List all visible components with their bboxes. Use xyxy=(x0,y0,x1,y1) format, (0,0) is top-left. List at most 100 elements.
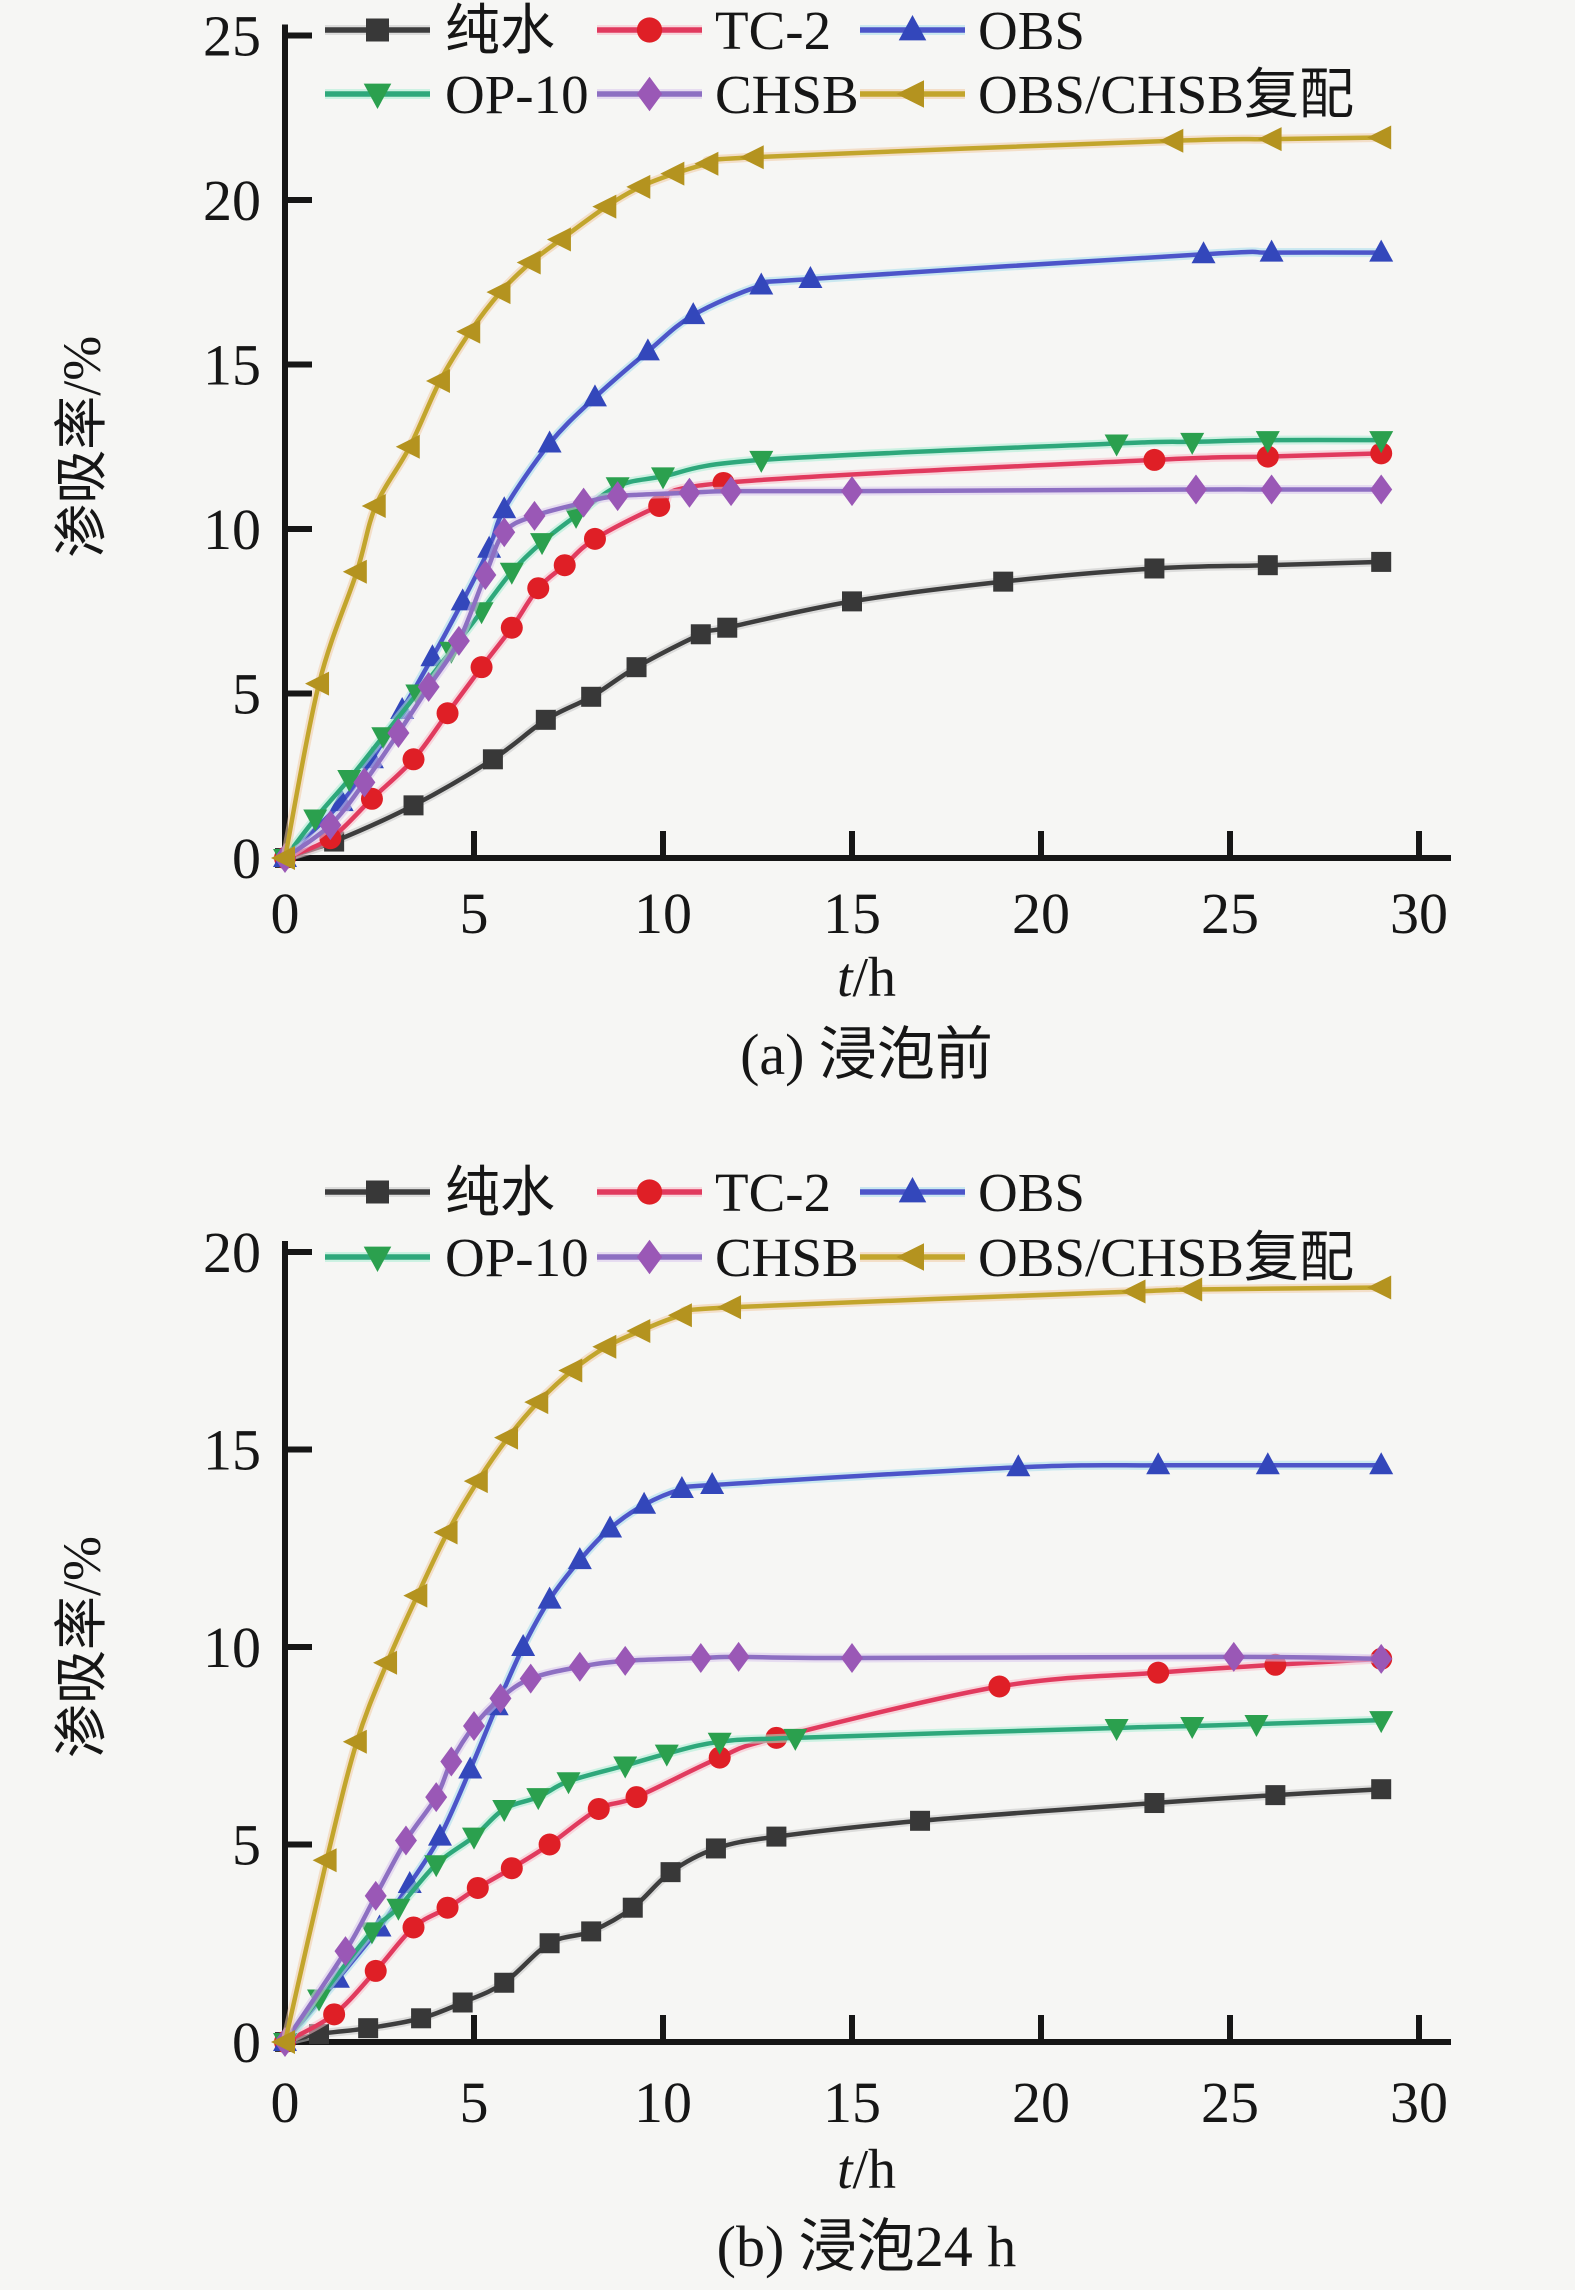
diamond-marker xyxy=(523,500,546,531)
triangle-left-marker xyxy=(1178,1277,1203,1302)
legend-item-OBS: OBS xyxy=(860,1162,1085,1223)
diamond-marker xyxy=(678,477,701,508)
circle-marker xyxy=(1143,448,1166,471)
y-tick-label: 25 xyxy=(203,4,261,69)
square-marker xyxy=(366,1180,389,1204)
triangle-left-marker xyxy=(342,1729,367,1754)
series-line xyxy=(282,1654,1384,2045)
triangle-down-marker xyxy=(492,1799,517,1822)
series-halo xyxy=(280,484,1386,863)
triangle-left-marker xyxy=(305,671,330,696)
y-tick-label: 10 xyxy=(203,497,261,562)
triangle-left-marker xyxy=(516,250,541,275)
series-OP-10 xyxy=(273,1711,1394,2055)
square-marker xyxy=(366,18,389,42)
legend-label: CHSB xyxy=(715,64,859,125)
triangle-down-marker xyxy=(1180,1717,1205,1739)
triangle-down-marker xyxy=(783,1728,808,1751)
legend-label: OBS xyxy=(978,0,1085,61)
legend-item-TC-2: TC-2 xyxy=(597,0,831,61)
triangle-down-marker xyxy=(1255,431,1280,454)
x-axis-title: t/h xyxy=(837,2139,896,2201)
triangle-left-marker xyxy=(271,846,295,870)
triangle-down-marker xyxy=(499,562,524,585)
legend-label: TC-2 xyxy=(715,0,831,61)
triangle-down-marker xyxy=(363,1246,392,1272)
triangle-up-marker xyxy=(798,265,823,288)
square-marker xyxy=(1371,551,1392,572)
series-halo xyxy=(280,132,1386,863)
y-tick-label: 5 xyxy=(232,1813,261,1878)
circle-marker xyxy=(587,1797,610,1820)
y-tick-label: 10 xyxy=(203,1615,261,1680)
triangle-left-marker xyxy=(667,1303,692,1328)
series-OBS/CHSB复配 xyxy=(271,125,1392,870)
triangle-up-marker xyxy=(492,496,517,519)
triangle-down-marker xyxy=(654,1744,679,1767)
series-OBS/CHSB复配 xyxy=(271,1275,1392,2054)
triangle-up-marker xyxy=(669,1476,694,1498)
series-line xyxy=(282,135,1384,861)
triangle-left-marker xyxy=(271,2030,295,2054)
square-marker xyxy=(494,1972,515,1993)
diamond-marker xyxy=(519,1663,542,1694)
triangle-left-marker xyxy=(896,80,924,108)
series-markers xyxy=(271,125,1392,870)
circle-marker xyxy=(625,1786,648,1809)
y-tick-label: 20 xyxy=(203,168,261,233)
triangle-up-marker xyxy=(898,15,927,41)
circle-marker xyxy=(636,17,663,43)
circle-marker xyxy=(402,748,425,771)
square-marker xyxy=(411,2008,432,2029)
legend-item-OP-10: OP-10 xyxy=(325,64,589,125)
series-纯水 xyxy=(275,551,1392,868)
circle-marker xyxy=(466,1876,489,1899)
series-line xyxy=(282,487,1384,861)
triangle-up-marker xyxy=(598,1515,623,1538)
circle-marker xyxy=(402,1916,425,1939)
diamond-marker xyxy=(364,1880,387,1911)
triangle-up-marker xyxy=(1191,241,1216,264)
tick-labels-a: 0 5 10 15 20 25 0 5 10 15 20 25 30 xyxy=(203,4,1448,947)
series-markers xyxy=(274,1641,1393,2057)
square-marker xyxy=(535,709,556,730)
axes-a xyxy=(280,24,1451,861)
triangle-up-marker xyxy=(681,302,706,325)
triangle-left-marker xyxy=(312,1848,337,1873)
triangle-left-marker xyxy=(739,145,764,170)
triangle-left-marker xyxy=(592,194,617,219)
circle-marker xyxy=(1256,445,1279,468)
diamond-marker xyxy=(841,1643,863,1674)
triangle-down-marker xyxy=(1369,1711,1394,1734)
series-OP-10 xyxy=(273,431,1394,871)
series-OBS xyxy=(273,239,1394,867)
x-tick-label: 0 xyxy=(271,2070,300,2135)
x-tick-label: 30 xyxy=(1390,2070,1448,2135)
diamond-marker xyxy=(394,1825,417,1856)
diamond-marker xyxy=(387,717,410,748)
triangle-down-marker xyxy=(1180,432,1205,455)
triangle-up-marker xyxy=(749,272,774,295)
diamond-marker xyxy=(334,1936,357,1967)
legend-label: 纯水 xyxy=(445,1162,555,1223)
square-marker xyxy=(622,1897,643,1918)
circle-marker xyxy=(1370,442,1393,465)
legend-label: OBS/CHSB复配 xyxy=(978,64,1354,125)
circle-marker xyxy=(708,1746,731,1769)
legend-label: 纯水 xyxy=(445,0,555,61)
series-line xyxy=(282,249,1384,861)
triangle-left-marker xyxy=(717,1295,742,1320)
triangle-down-marker xyxy=(1244,1715,1269,1738)
series-markers xyxy=(273,431,1394,871)
square-marker xyxy=(690,624,711,645)
diamond-marker xyxy=(606,481,629,512)
diamond-marker xyxy=(572,487,595,518)
series-CHSB xyxy=(274,1641,1393,2057)
diamond-marker xyxy=(568,1651,591,1682)
diamond-marker xyxy=(1370,1643,1393,1674)
circle-marker xyxy=(364,1959,387,1982)
diamond-marker xyxy=(493,517,516,548)
legend-item-CHSB: CHSB xyxy=(597,64,859,125)
triangle-up-marker xyxy=(537,1586,562,1609)
triangle-left-marker xyxy=(433,1520,458,1545)
